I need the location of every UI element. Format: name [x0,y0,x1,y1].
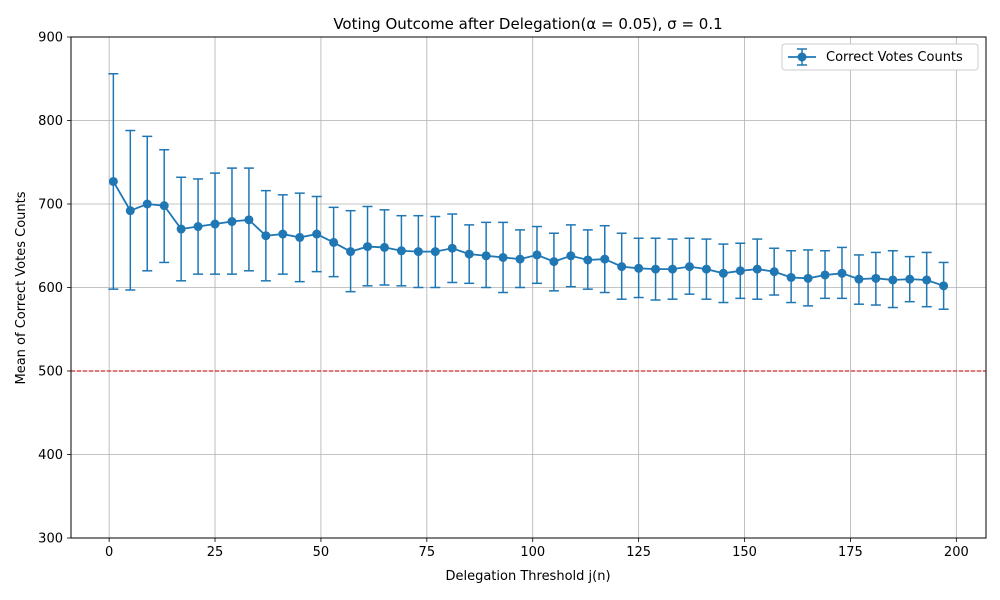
data-point [939,281,949,291]
legend-label: Correct Votes Counts [826,50,963,65]
data-point [379,242,389,252]
data-point [413,247,423,257]
legend-marker [797,52,807,62]
data-point [295,232,305,242]
data-point [142,199,152,209]
data-point [634,263,644,273]
data-point [261,231,271,241]
x-tick-label: 25 [207,545,224,560]
y-tick-label: 900 [38,31,63,46]
data-point [108,176,118,186]
data-point [837,268,847,278]
y-axis-label: Mean of Correct Votes Counts [14,191,29,384]
legend: Correct Votes Counts [781,43,979,71]
y-tick-label: 500 [38,365,63,380]
data-point [329,237,339,247]
data-point [668,264,678,274]
y-axis-ticks: 300 400 500 600 700 800 900 [38,31,71,547]
data-point [905,274,915,284]
x-axis-label: Delegation Threshold j(n) [445,569,610,584]
data-point [227,217,237,227]
x-tick-label: 0 [105,545,113,560]
data-point [701,264,711,274]
data-point [854,274,864,284]
data-point [651,264,661,274]
data-point [617,262,627,272]
data-point [481,251,491,261]
data-point [498,252,508,262]
data-point [769,267,779,277]
data-point [922,275,932,285]
data-point [396,246,406,256]
data-point [244,215,254,225]
data-point [684,262,694,272]
data-point [786,272,796,282]
series-group [108,176,949,291]
data-point [735,266,745,276]
chart-title: Voting Outcome after Delegation(α = 0.05… [333,15,722,33]
x-tick-label: 200 [944,545,969,560]
legend-box [781,43,979,71]
data-point [278,229,288,239]
data-point [871,273,881,283]
x-axis-ticks: 0 25 50 75 100 125 150 175 200 [105,538,969,560]
data-point [888,275,898,285]
data-point [583,255,593,265]
x-tick-label: 75 [419,545,436,560]
data-point [464,249,474,259]
data-point [752,264,762,274]
data-point [346,247,356,257]
data-point [515,254,525,264]
y-tick-label: 400 [38,448,63,463]
data-point [820,270,830,280]
y-tick-label: 600 [38,281,63,296]
data-point [549,257,559,267]
data-point [600,254,610,264]
data-point [159,201,169,211]
data-point [566,251,576,261]
x-tick-label: 125 [626,545,651,560]
x-tick-label: 150 [732,545,757,560]
data-point [447,243,457,253]
data-point [430,247,440,257]
data-point [532,250,542,260]
data-point [193,222,203,232]
data-point [210,219,220,229]
data-point [312,229,322,239]
x-tick-label: 50 [313,545,330,560]
x-tick-label: 100 [520,545,545,560]
data-point [803,273,813,283]
data-point [363,242,373,252]
x-tick-label: 175 [838,545,863,560]
data-point [718,268,728,278]
y-tick-label: 700 [38,198,63,213]
data-point [125,206,135,216]
y-tick-label: 800 [38,114,63,129]
data-point [176,224,186,234]
y-tick-label: 300 [38,532,63,547]
